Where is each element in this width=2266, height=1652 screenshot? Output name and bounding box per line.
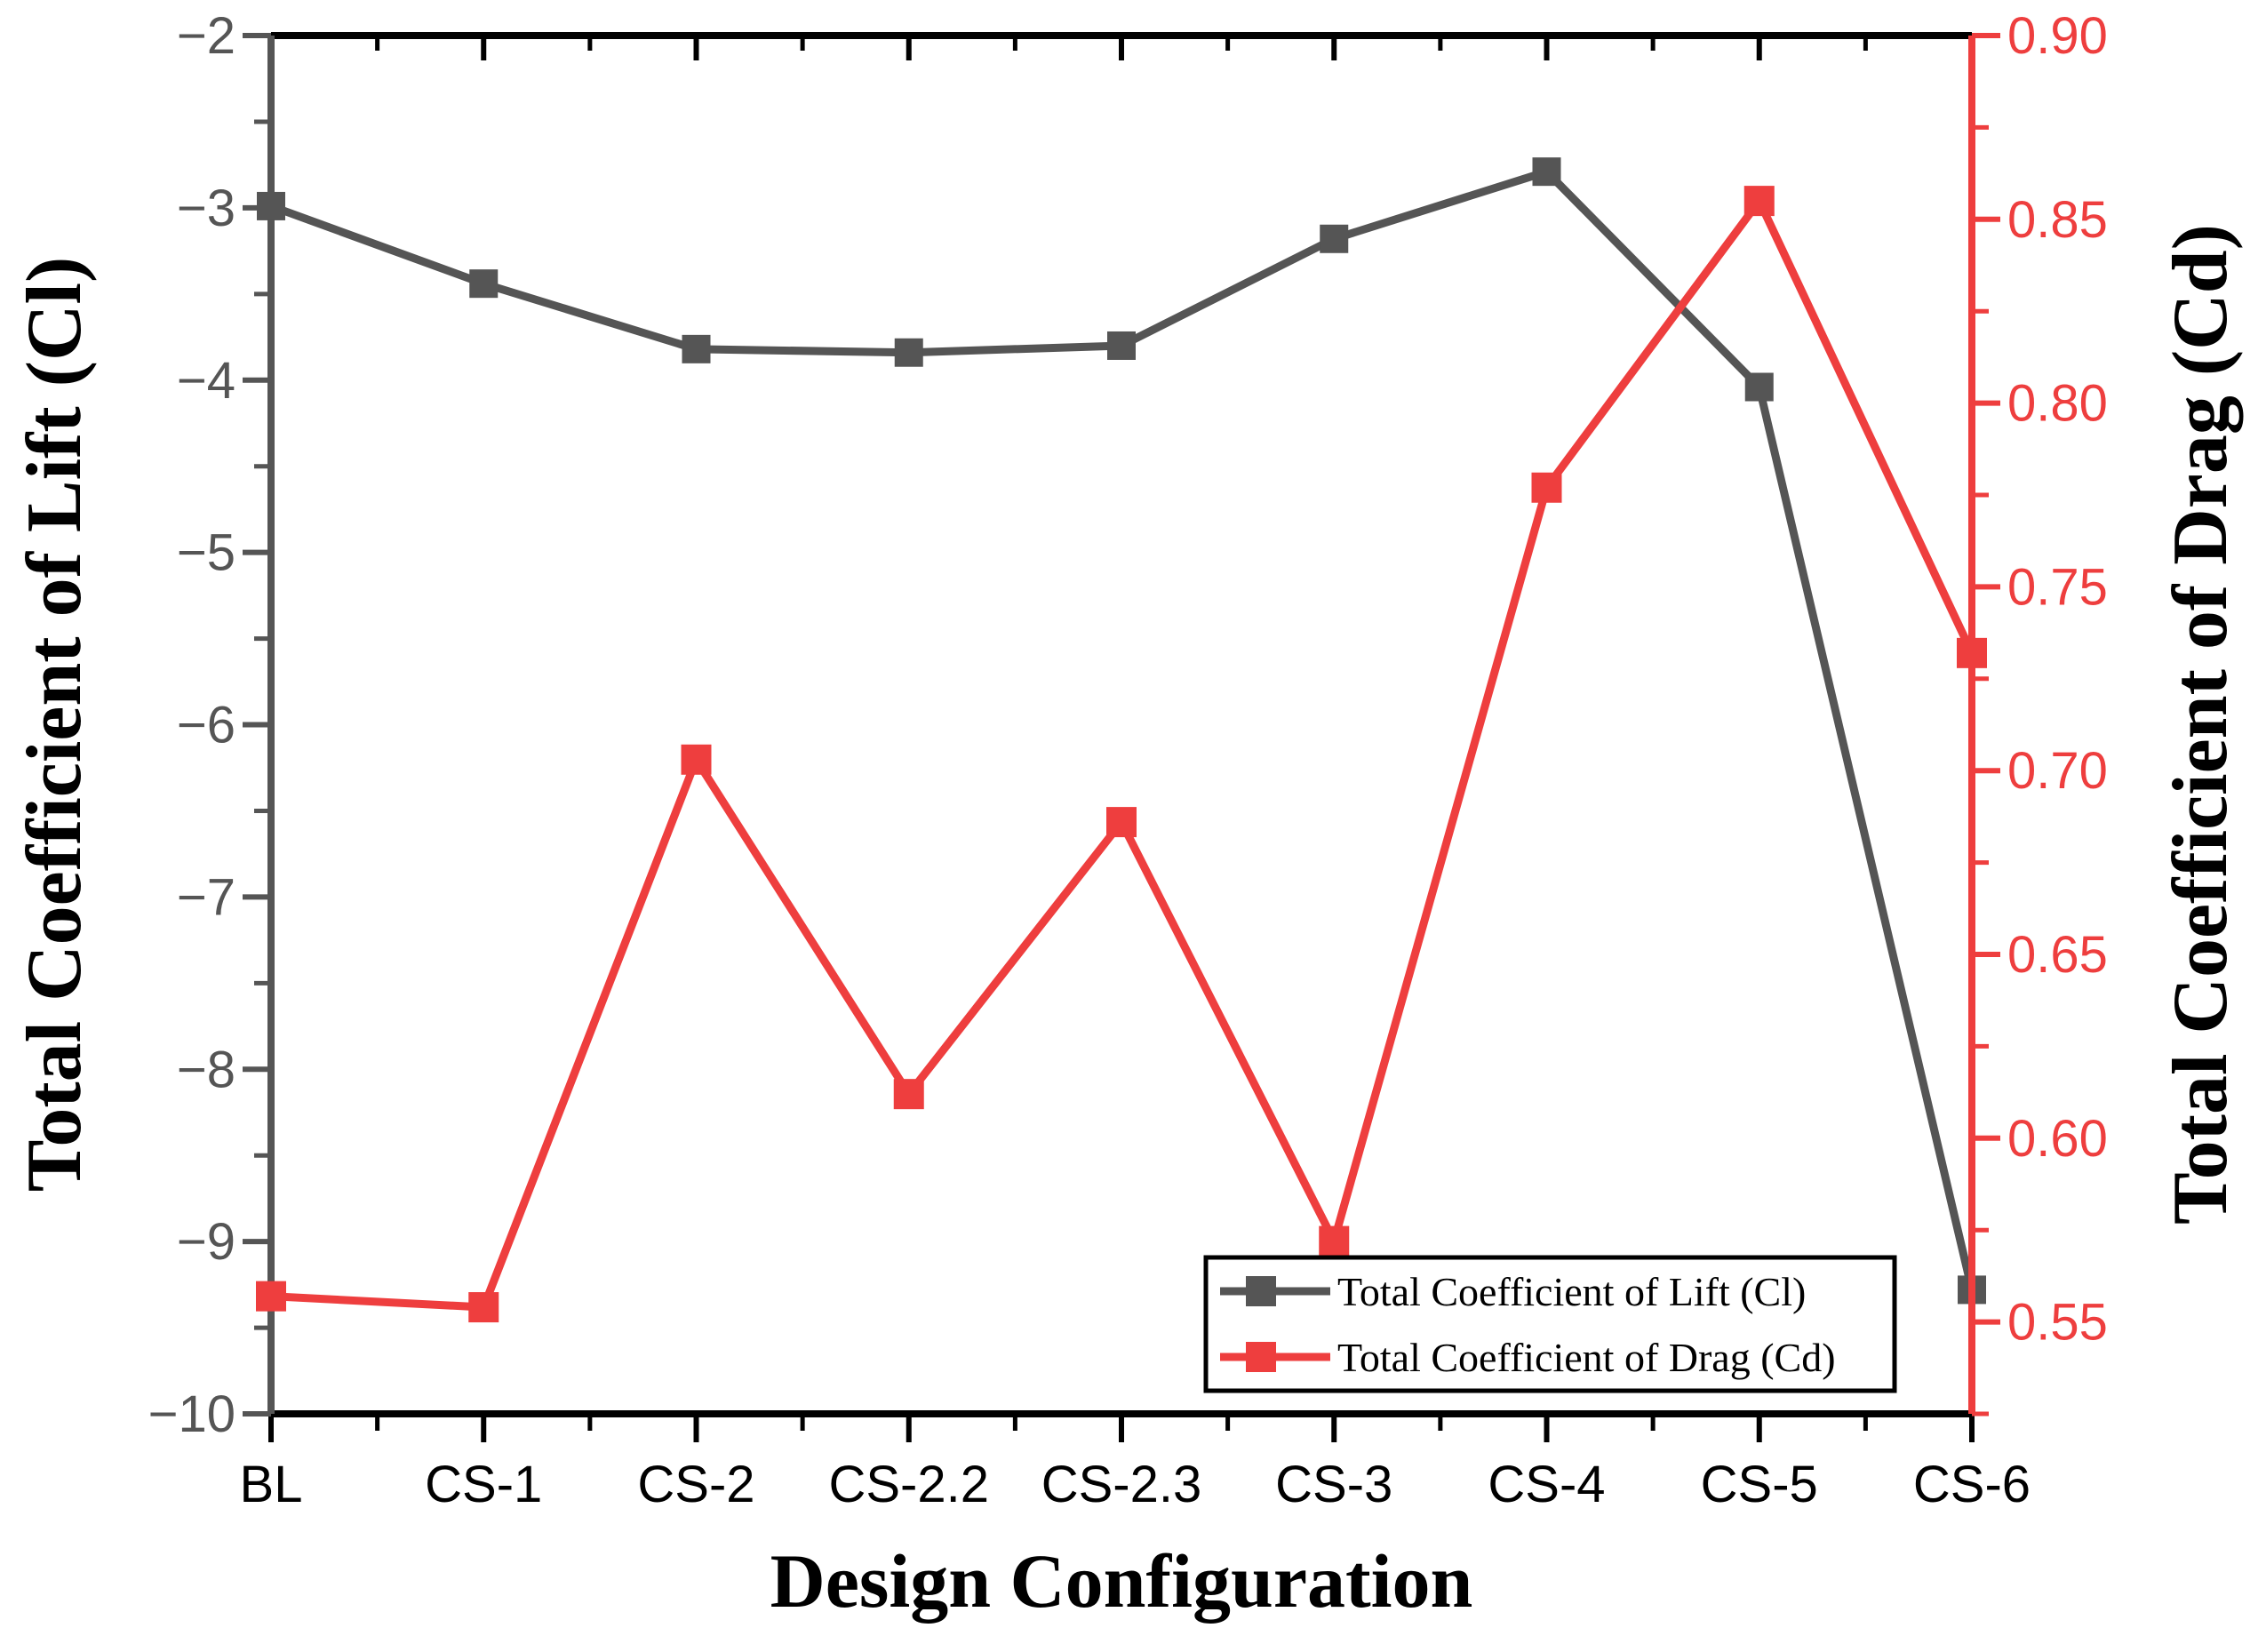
legend-entry-label: Total Coefficient of Drag (Cd) [1337,1335,1836,1380]
right-tick-label: 0.55 [2007,1294,2108,1352]
bottom-axis: BL CS-1 CS-2 CS-2.2 CS-2.3 CS-3 CS-4 CS-5 CS-6 [240,1456,2031,1513]
right-axis: 0.90 0.85 0.80 0.75 0.70 0.65 0.60 0.55 [1968,7,2108,1417]
left-tick-label: −6 [177,697,235,754]
data-point-marker [1532,157,1561,187]
data-point-marker [1106,807,1137,838]
legend-entry-label: Total Coefficient of Lift (Cl) [1337,1269,1806,1314]
right-tick-label: 0.70 [2007,742,2108,800]
plot-frame [268,32,1975,1442]
right-tick-label: 0.60 [2007,1110,2108,1168]
data-point-marker [469,269,499,299]
data-point-marker [894,338,923,367]
legend-sample-marker [1246,1276,1276,1306]
left-tick-label: −9 [177,1213,235,1271]
left-tick-label: −8 [177,1041,235,1098]
data-point-marker [893,1079,924,1110]
data-point-marker [681,744,712,775]
left-tick-label: −3 [177,180,235,237]
legend-sample-marker [1246,1342,1276,1372]
data-point-marker [1743,186,1775,217]
legend: Total Coefficient of Lift (Cl) Total Coef… [1203,1255,1897,1393]
data-point-marker [256,1281,286,1312]
right-tick-label: 0.85 [2007,191,2108,249]
x-tick-label: BL [240,1456,303,1513]
x-tick-label: CS-1 [425,1456,542,1513]
data-point-marker [1107,331,1136,360]
left-axis: −2 −3 −4 −5 −6 −7 −8 −9 −10 [148,7,275,1443]
right-tick-label: 0.80 [2007,375,2108,433]
x-tick-label: CS-2.3 [1041,1456,1202,1513]
x-tick-label: CS-5 [1701,1456,1818,1513]
right-tick-label: 0.75 [2007,558,2108,616]
x-tick-label: CS-6 [1913,1456,2031,1513]
x-tick-label: CS-2.2 [828,1456,989,1513]
data-point-marker [1531,472,1562,503]
x-tick-label: CS-2 [637,1456,754,1513]
right-axis-title: Total Coefficient of Drag (Cd) [2158,224,2244,1225]
data-point-marker [257,191,285,220]
data-point-marker [468,1292,499,1323]
series-line [270,193,1976,1312]
left-tick-label: −5 [177,524,235,582]
left-tick-label: −2 [177,7,235,65]
right-tick-label: 0.65 [2007,926,2108,984]
data-point-marker [682,334,711,363]
left-tick-label: −10 [148,1385,235,1443]
legend-box [1203,1255,1897,1393]
data-point-marker [1319,1225,1350,1257]
x-axis-title: Design Configuration [770,1538,1473,1624]
series-lift [257,157,1986,1305]
x-tick-label: CS-4 [1488,1456,1605,1513]
left-axis-title: Total Coefficient of Lift (Cl) [12,257,98,1193]
data-point-marker [1744,372,1774,402]
data-point-marker [1320,224,1349,253]
series-drag [256,186,1987,1323]
right-tick-label: 0.90 [2007,7,2108,65]
left-tick-label: −7 [177,868,235,926]
left-tick-label: −4 [177,352,235,410]
x-tick-label: CS-3 [1275,1456,1392,1513]
data-point-marker [1957,637,1987,668]
